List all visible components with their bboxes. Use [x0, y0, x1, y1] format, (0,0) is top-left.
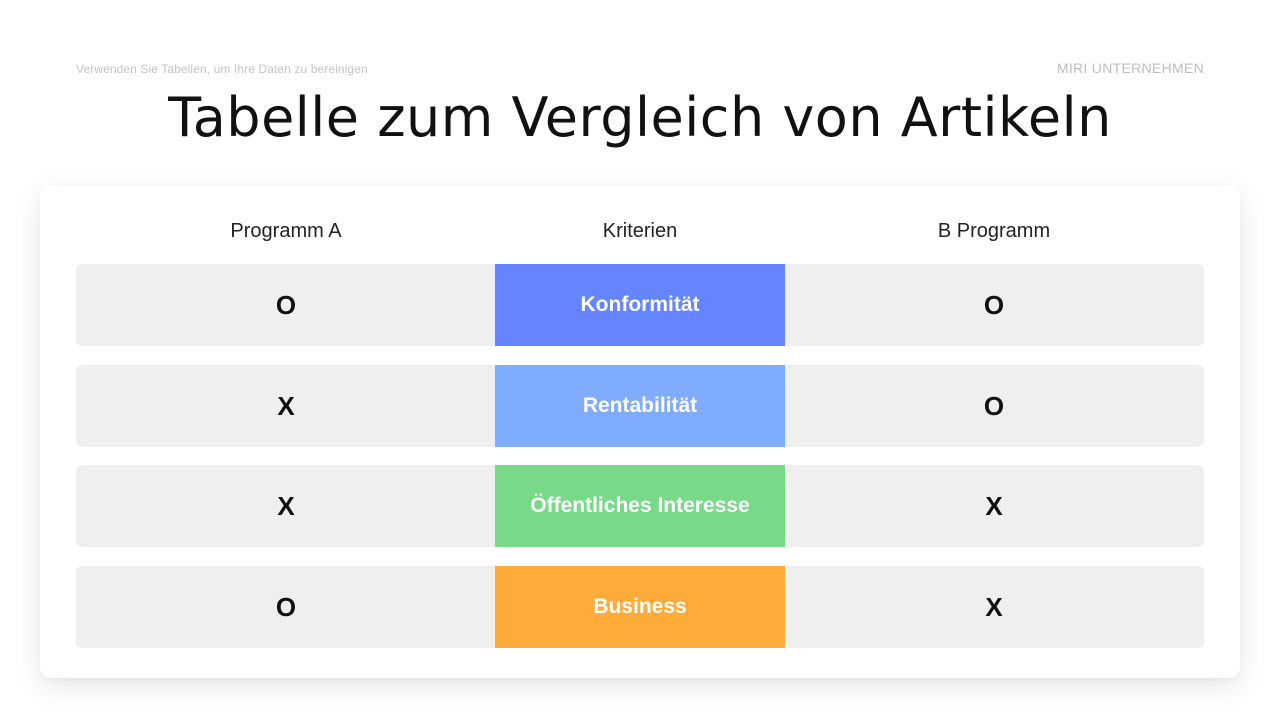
table-row: O Konformität O [76, 264, 1204, 346]
program-b-value: O [983, 290, 1005, 320]
table-row: X Öffentliches Interesse X [76, 465, 1204, 547]
program-a-value: X [277, 391, 295, 421]
table-row: X Rentabilität O [76, 365, 1204, 447]
program-b-value: O [983, 391, 1005, 421]
program-b-value: X [985, 491, 1003, 521]
criterion-label: Business [495, 566, 785, 648]
criterion-label: Konformität [495, 264, 785, 346]
program-a-value: O [275, 592, 297, 622]
column-header-program-b: B Programm [937, 220, 1051, 242]
program-a-value: X [277, 491, 295, 521]
program-b-value: X [985, 592, 1003, 622]
slide-subtitle: Verwenden Sie Tabellen, um Ihre Daten zu… [76, 62, 368, 76]
column-header-criteria: Kriterien [602, 220, 678, 242]
criterion-label: Öffentliches Interesse [495, 465, 785, 547]
program-a-value: O [275, 290, 297, 320]
company-name: MIRI UNTERNEHMEN [1056, 60, 1204, 76]
criterion-label: Rentabilität [495, 365, 785, 447]
table-row: O Business X [76, 566, 1204, 648]
page-title: Tabelle zum Vergleich von Artikeln [168, 86, 1112, 149]
comparison-table: Programm A Kriterien B Programm O Konfor… [40, 186, 1240, 678]
column-header-program-a: Programm A [230, 220, 342, 242]
